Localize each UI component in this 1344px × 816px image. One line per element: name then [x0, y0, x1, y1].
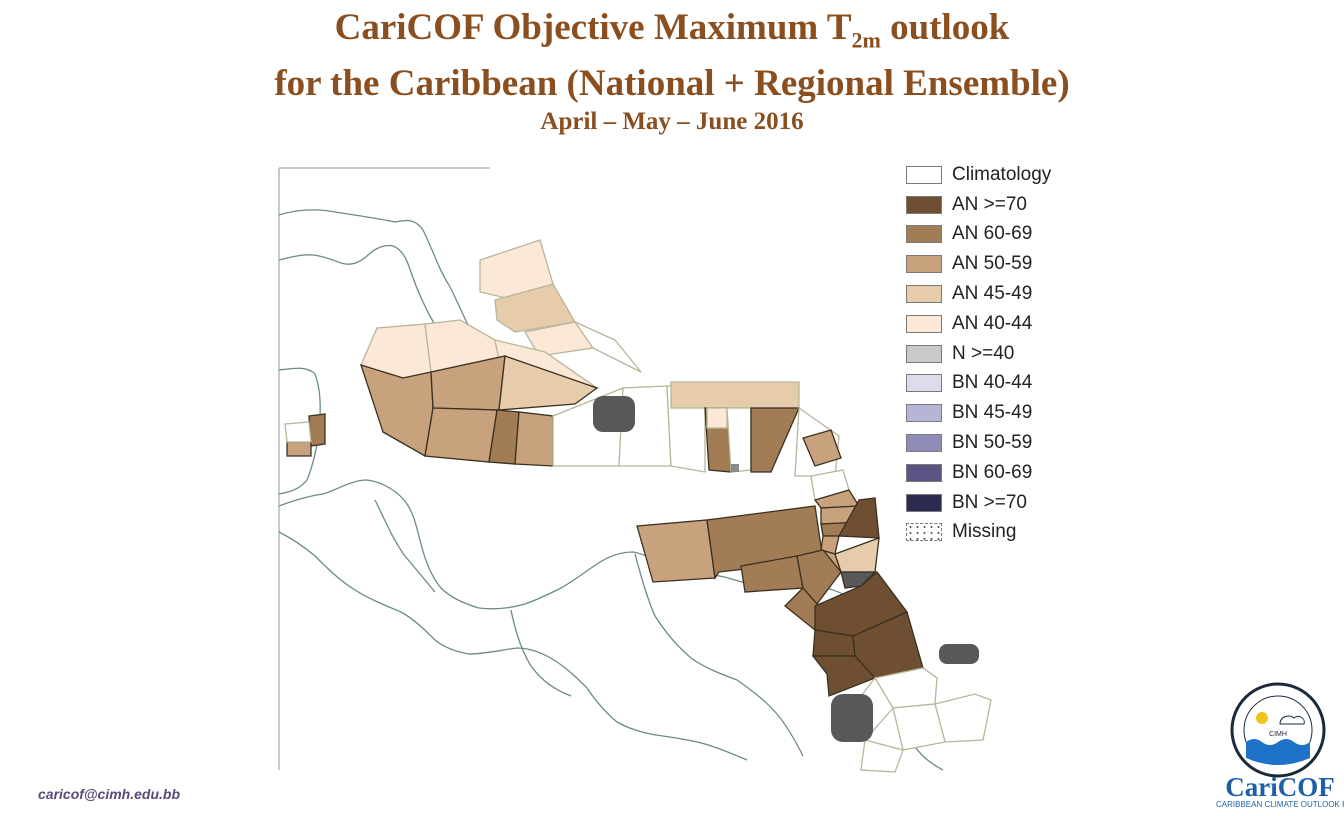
legend-label: BN 50-59 [952, 432, 1033, 454]
title-season: April – May – June 2016 [540, 108, 804, 136]
cloud-icon [1279, 715, 1305, 725]
legend-label: BN 45-49 [952, 402, 1033, 424]
region-trinidad-north [796, 549, 842, 606]
legend-label: BN 60-69 [952, 461, 1033, 483]
region-antigua [802, 429, 842, 467]
legend-item: AN 60-69 [906, 220, 1051, 250]
region-guyana-south [811, 655, 877, 697]
sun-icon [1256, 712, 1268, 724]
legend-item: AN 40-44 [906, 309, 1051, 339]
legend-label: N >=40 [952, 342, 1015, 364]
legend-swatch [906, 285, 942, 304]
region-interior-3 [892, 703, 946, 751]
region-pr-north [670, 381, 800, 409]
region-yucatan-white [284, 421, 312, 443]
legend-swatch [906, 314, 942, 333]
legend-swatch [906, 255, 942, 274]
region-cuba-west [359, 364, 434, 458]
legend-label: BN 40-44 [952, 372, 1033, 394]
missing-dot [731, 464, 739, 472]
legend-swatch [906, 493, 942, 512]
caricof-wordmark: CariCOF [1225, 772, 1335, 802]
forecast-regions [284, 239, 992, 773]
legend-swatch [906, 195, 942, 214]
region-abc-west [636, 519, 716, 583]
region-barbados [837, 497, 880, 539]
legend-item: BN 40-44 [906, 369, 1051, 399]
region-bahamas-central [494, 283, 577, 333]
caribbean-outlook-map [278, 167, 992, 773]
patch-guyana-coast [939, 644, 979, 664]
legend-swatch [906, 225, 942, 244]
legend-label: AN 45-49 [952, 283, 1033, 305]
legend-swatch [906, 344, 942, 363]
legend-item: BN >=70 [906, 488, 1051, 518]
region-jamaica-east [514, 411, 554, 467]
region-interior-5 [860, 739, 904, 773]
patch-guyana-interior [831, 694, 873, 742]
caricof-tagline: CARIBBEAN CLIMATE OUTLOOK FORUM [1216, 800, 1344, 809]
legend-swatch [906, 404, 942, 423]
region-pr-east-b [750, 407, 800, 473]
contact-email: caricof@cimh.edu.bb [38, 786, 181, 802]
region-cayman-south [424, 407, 498, 463]
legend-item: AN 50-59 [906, 249, 1051, 279]
legend-swatch [906, 463, 942, 482]
region-pr-east-a [726, 407, 752, 473]
map-title: CariCOF Objective Maximum T2m outlook fo… [0, 6, 1344, 138]
svg-text:CIMH: CIMH [1269, 731, 1287, 738]
map-legend: Climatology AN >=70 AN 60-69 AN 50-59 AN 45-… [906, 160, 1051, 547]
normal-patches [593, 396, 979, 742]
region-cuba-east [498, 355, 599, 411]
legend-label: Missing [952, 521, 1017, 543]
legend-swatch [906, 434, 942, 453]
legend-swatch [906, 523, 942, 542]
region-belize-south [286, 441, 312, 457]
legend-label: AN 40-44 [952, 312, 1033, 334]
cimh-logo: CIMH [1230, 682, 1326, 778]
legend-item: Missing [906, 518, 1051, 548]
legend-item: N >=40 [906, 339, 1051, 369]
region-pr-central [706, 407, 728, 429]
legend-swatch [906, 374, 942, 393]
region-tobago [834, 537, 880, 573]
legend-label: AN >=70 [952, 193, 1027, 215]
legend-label: AN 60-69 [952, 223, 1033, 245]
legend-label: Climatology [952, 163, 1052, 185]
map-frame [278, 167, 490, 770]
legend-item: BN 50-59 [906, 428, 1051, 458]
legend-item: BN 60-69 [906, 458, 1051, 488]
legend-label: BN >=70 [952, 491, 1027, 513]
patch-haiti [593, 396, 635, 432]
wave-icon [1246, 739, 1310, 765]
title-line-2: for the Caribbean (National + Regional E… [274, 63, 1070, 105]
legend-item: AN 45-49 [906, 279, 1051, 309]
legend-label: AN 50-59 [952, 253, 1033, 275]
legend-item: Climatology [906, 160, 1051, 190]
legend-swatch [906, 165, 942, 184]
legend-item: AN >=70 [906, 190, 1051, 220]
region-bahamas-south-b [573, 320, 642, 373]
title-line-1: CariCOF Objective Maximum T2m outlook [334, 7, 1010, 53]
legend-item: BN 45-49 [906, 398, 1051, 428]
